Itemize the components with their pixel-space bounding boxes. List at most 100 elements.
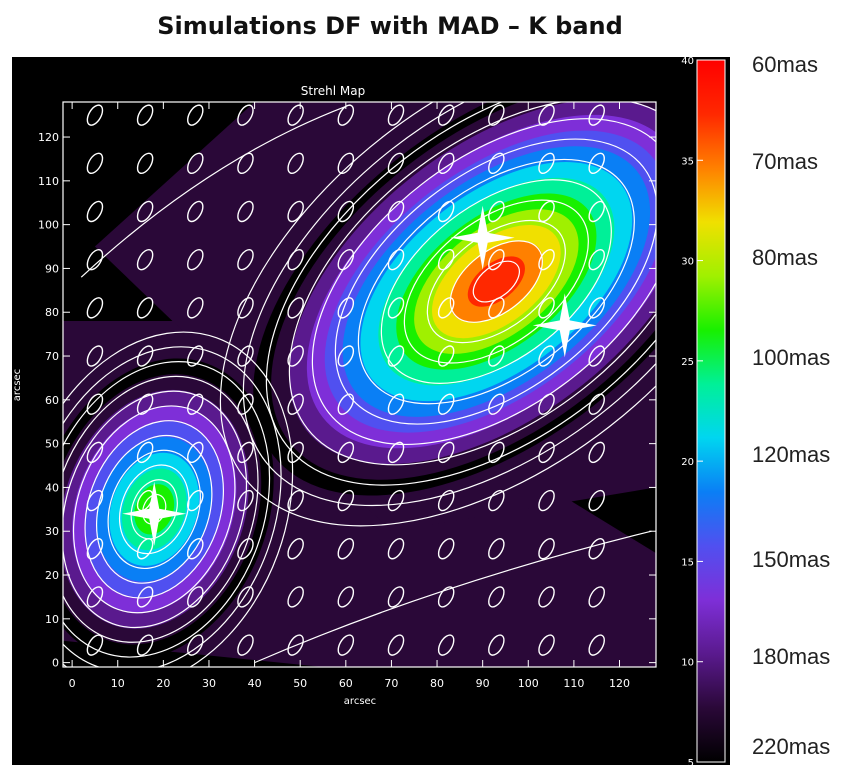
y-tick-label: 20: [45, 569, 59, 582]
contour-line: [219, 102, 656, 527]
psf-ellipse: [86, 586, 104, 608]
psf-ellipse: [538, 634, 555, 656]
y-tick-label: 40: [45, 481, 59, 494]
psf-ellipse: [588, 393, 605, 415]
psf-ellipse: [437, 586, 455, 608]
y-tick-label: 90: [45, 262, 59, 275]
contour-line: [63, 375, 259, 643]
psf-ellipse: [387, 441, 405, 464]
psf-ellipse: [538, 152, 555, 175]
psf-ellipse: [187, 441, 204, 464]
colorbar-tick-label: 30: [681, 257, 694, 268]
psf-ellipse: [287, 152, 304, 175]
psf-ellipse: [337, 104, 355, 126]
contour-line: [426, 219, 566, 344]
psf-ellipse: [237, 586, 254, 608]
psf-ellipse: [187, 297, 204, 319]
psf-ellipse: [387, 634, 405, 656]
resolution-label: 220mas: [752, 734, 830, 759]
contour-line: [334, 138, 656, 425]
plot-frame: [62, 101, 657, 668]
contour-line: [254, 530, 652, 664]
psf-ellipse: [287, 297, 304, 319]
contour-line: [311, 118, 656, 446]
psf-ellipse: [488, 441, 505, 464]
psf-ellipse: [86, 248, 104, 271]
resolution-label: 80mas: [752, 245, 818, 270]
psf-ellipse: [437, 393, 455, 415]
psf-ellipse: [237, 297, 254, 319]
psf-ellipse: [136, 345, 154, 367]
psf-ellipse: [387, 200, 405, 223]
psf-ellipse: [287, 345, 304, 367]
psf-ellipse: [136, 152, 154, 175]
psf-ellipse: [588, 345, 605, 367]
psf-ellipses: [86, 104, 605, 656]
psf-ellipse: [588, 248, 605, 271]
psf-ellipse: [136, 634, 154, 656]
psf-ellipse: [287, 104, 304, 126]
resolution-label: 70mas: [752, 149, 818, 174]
psf-ellipse: [287, 634, 304, 656]
psf-ellipse: [437, 634, 455, 656]
psf-ellipse: [337, 489, 355, 512]
psf-ellipse: [387, 538, 405, 560]
guide-star: [532, 293, 597, 358]
psf-ellipse: [287, 489, 304, 512]
y-tick-label: 10: [45, 613, 59, 626]
psf-ellipse: [136, 200, 154, 223]
psf-ellipse: [488, 297, 505, 319]
colorbar-tick-label: 40: [681, 56, 694, 67]
psf-ellipse: [538, 441, 555, 464]
x-tick-label: 80: [430, 677, 444, 690]
psf-ellipse: [488, 345, 505, 367]
psf-ellipse: [86, 297, 104, 319]
psf-ellipse: [187, 345, 204, 367]
psf-ellipse: [237, 538, 254, 560]
psf-ellipse: [136, 104, 154, 126]
psf-ellipse: [187, 248, 204, 271]
psf-ellipse: [237, 393, 254, 415]
psf-ellipse: [86, 152, 104, 175]
colorbar-tick-label: 15: [681, 557, 694, 568]
y-tick-label: 80: [45, 306, 59, 319]
contour-line: [449, 240, 543, 323]
psf-ellipse: [287, 441, 304, 464]
psf-ellipse: [187, 152, 204, 175]
colorbar-tick-label: 5: [688, 758, 694, 765]
psf-ellipse: [86, 441, 104, 464]
psf-ellipse: [287, 393, 304, 415]
resolution-label: 120mas: [752, 442, 830, 467]
psf-ellipse: [136, 538, 154, 560]
psf-ellipse: [187, 200, 204, 223]
psf-ellipse: [588, 634, 605, 656]
psf-ellipse: [337, 200, 355, 223]
strehl-map: [63, 102, 656, 667]
contour-line: [403, 199, 589, 364]
psf-ellipse: [86, 104, 104, 126]
guide-stars: [122, 205, 597, 546]
psf-ellipse: [437, 489, 455, 512]
psf-ellipse: [538, 586, 555, 608]
psf-ellipse: [237, 489, 254, 512]
psf-ellipse: [287, 586, 304, 608]
psf-ellipse: [86, 634, 104, 656]
x-tick-label: 40: [248, 677, 262, 690]
psf-ellipse: [136, 297, 154, 319]
psf-ellipse: [538, 200, 555, 223]
x-tick-label: 50: [293, 677, 307, 690]
x-tick-label: 10: [111, 677, 125, 690]
psf-ellipse: [337, 393, 355, 415]
psf-ellipse: [187, 104, 204, 126]
psf-ellipse: [237, 634, 254, 656]
psf-ellipse: [287, 538, 304, 560]
psf-ellipse: [387, 345, 405, 367]
psf-ellipse: [387, 393, 405, 415]
contour-line: [84, 420, 225, 599]
psf-ellipse: [437, 441, 455, 464]
psf-ellipse: [136, 586, 154, 608]
psf-ellipse: [237, 104, 254, 126]
psf-ellipse: [437, 200, 455, 223]
psf-ellipse: [488, 538, 505, 560]
colorbar-tick-label: 20: [681, 457, 694, 468]
